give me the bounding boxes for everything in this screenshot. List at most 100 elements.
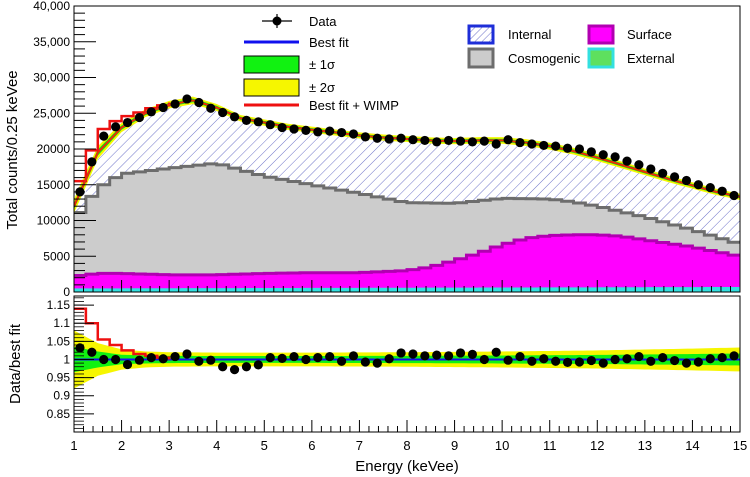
legend-item-best-fit: Best fit: [244, 35, 349, 50]
data-point: [277, 122, 287, 133]
ratio-data-point: [384, 354, 394, 364]
ratio-data-point: [503, 355, 513, 365]
data-point: [539, 140, 549, 151]
data-point: [146, 107, 156, 117]
data-point: [372, 133, 382, 143]
ratio-data-point: [170, 351, 180, 362]
ratio-data-point: [681, 358, 692, 368]
legend-label-internal: Internal: [508, 27, 551, 42]
legend-label-two-sigma: ± 2σ: [309, 80, 335, 95]
data-point: [491, 139, 501, 149]
data-point: [717, 186, 727, 196]
legend-surface-swatch: [587, 24, 615, 45]
data-point: [206, 103, 216, 113]
best-fit-plus-wimp-line: [74, 102, 171, 183]
data-point: [467, 137, 478, 147]
x-tick-label: 11: [543, 438, 557, 453]
ratio-data-point: [194, 356, 204, 366]
legend-label-best-fit: Best fit: [309, 35, 349, 50]
x-tick-label: 8: [403, 438, 410, 453]
data-point: [158, 102, 168, 113]
ratio-data-point: [408, 349, 418, 359]
data-point: [182, 94, 192, 104]
data-point: [229, 112, 240, 122]
ratio-data-point: [598, 358, 608, 368]
ratio-data-point: [420, 351, 430, 361]
y-tick-label: 20000: [37, 142, 71, 156]
ratio-y-tick-label: 1: [63, 352, 70, 366]
ratio-data-point: [479, 354, 489, 365]
data-point: [313, 127, 323, 137]
data-point: [562, 143, 573, 153]
bottom-y-axis: 0.85 0.9 0.95 1 1.05 1.1 1.15: [47, 297, 94, 429]
data-point: [384, 134, 394, 144]
data-point: [134, 112, 145, 123]
ratio-data-point: [539, 354, 549, 364]
ratio-data-point: [146, 353, 156, 363]
data-point: [551, 141, 561, 151]
data-point: [336, 127, 347, 138]
legend-item-wimp: Best fit + WIMP: [244, 98, 399, 113]
data-point: [420, 135, 430, 146]
bottom-y-axis-label: Data/best fit: [7, 323, 24, 404]
data-point: [241, 115, 252, 125]
ratio-data-point: [551, 356, 561, 366]
ratio-data-point: [693, 357, 703, 367]
legend-label-wimp: Best fit + WIMP: [309, 98, 399, 113]
data-point: [170, 99, 180, 109]
data-point: [122, 117, 133, 128]
data-point: [610, 152, 620, 162]
legend-item-one-sigma: ± 1σ: [243, 55, 335, 74]
x-tick-label: 4: [213, 438, 220, 453]
x-tick-label: 1: [70, 438, 77, 453]
ratio-data-point: [586, 355, 596, 366]
x-tick-label: 15: [733, 438, 747, 453]
legend-one-sigma-swatch: [243, 55, 300, 74]
y-tick-label: 30,000: [33, 71, 70, 85]
x-tick-label: 7: [356, 438, 363, 453]
legend-cosmogenic-swatch: [467, 47, 495, 69]
ratio-data-point: [527, 356, 537, 366]
ratio-data-point: [325, 351, 335, 362]
legend: Data Best fit ± 1σ ± 2σ Best fit + WIMP …: [243, 14, 675, 113]
x-tick-label: 3: [166, 438, 173, 453]
ratio-data-point: [134, 355, 145, 365]
data-point: [360, 132, 370, 142]
ratio-data-point: [396, 348, 406, 358]
data-point: [729, 190, 739, 201]
spectrum-panel: 0 5000 10000 15000 20000 25,000 30,000 35,000 40…: [4, 0, 741, 299]
ratio-y-tick-label: 1.1: [53, 316, 70, 330]
legend-two-sigma-swatch: [243, 78, 300, 97]
x-tick-label: 13: [638, 438, 652, 453]
legend-item-internal: Internal: [467, 24, 551, 45]
data-point: [218, 107, 228, 118]
ratio-data-point: [729, 351, 739, 361]
ratio-data-point: [634, 351, 644, 362]
ratio-data-point: [182, 349, 192, 359]
data-point: [527, 139, 537, 149]
ratio-data-point: [669, 355, 680, 366]
data-point: [634, 160, 644, 170]
data-point: [646, 164, 656, 174]
data-point: [194, 97, 204, 108]
legend-label-surface: Surface: [627, 27, 672, 42]
ratio-data-point: [265, 353, 275, 363]
legend-item-surface: Surface: [587, 24, 672, 45]
top-y-axis-label: Total counts/0.25 keVee: [4, 70, 21, 229]
y-tick-label: 10000: [37, 214, 71, 228]
data-point: [87, 157, 97, 167]
data-point: [503, 135, 513, 145]
x-tick-label: 2: [118, 438, 125, 453]
ratio-data-point: [87, 347, 97, 357]
ratio-data-point: [491, 347, 501, 357]
x-tick-label: 6: [308, 438, 315, 453]
ratio-data-point: [444, 351, 454, 361]
x-axis: 1 2 3 4 5 6 7 8 9 10 11 12 13 14 15: [70, 280, 747, 453]
surface-component-area: [74, 234, 740, 292]
ratio-data-point: [253, 360, 263, 370]
legend-item-two-sigma: ± 2σ: [243, 78, 335, 97]
y-tick-label: 40,000: [33, 0, 70, 13]
y-tick-label: 35,000: [33, 35, 70, 49]
ratio-data-point: [336, 356, 347, 366]
